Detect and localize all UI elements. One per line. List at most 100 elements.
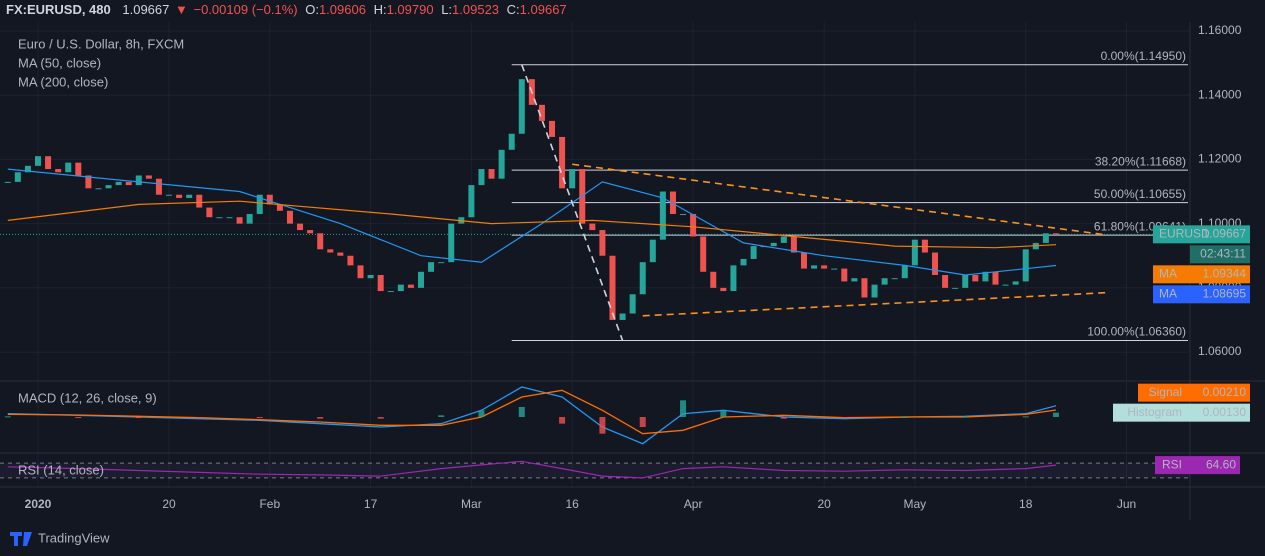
candle: [780, 236, 787, 243]
x-tick-label: 20: [817, 497, 831, 511]
candle: [14, 172, 21, 182]
candle: [115, 181, 122, 186]
candle: [730, 265, 737, 292]
brand: TradingView: [38, 530, 110, 545]
candle: [176, 194, 183, 198]
indicator-tag-name: Signal: [1149, 385, 1182, 399]
candle: [831, 268, 838, 270]
chart-title: RSI (14, close): [18, 462, 104, 477]
change: −0.00109 (−0.1%): [194, 2, 298, 17]
candle: [387, 291, 394, 293]
candle: [186, 194, 193, 198]
x-tick-label: 2020: [25, 497, 52, 511]
ohlc-value: 1.09606: [319, 2, 366, 17]
candle: [972, 275, 979, 282]
x-tick-label: 18: [1019, 497, 1033, 511]
candle: [549, 120, 556, 137]
candle: [881, 278, 888, 285]
candle: [438, 262, 445, 264]
histogram-bar: [599, 417, 606, 434]
candle: [65, 162, 72, 173]
candle: [166, 194, 173, 196]
indicator-tag-value: 64.60: [1206, 457, 1236, 471]
candle: [135, 175, 142, 186]
histogram-bar: [256, 417, 263, 418]
candle: [266, 194, 273, 205]
y-tick-label: 1.06000: [1198, 344, 1242, 358]
x-tick-label: 17: [364, 497, 378, 511]
candle: [4, 181, 11, 183]
candle: [589, 223, 596, 231]
candle: [518, 79, 525, 134]
candle: [407, 284, 414, 288]
candle: [1042, 233, 1049, 243]
trend-line: [642, 291, 1107, 317]
candle: [639, 262, 646, 295]
candle: [669, 191, 676, 215]
candle: [216, 217, 223, 219]
candle: [367, 275, 374, 279]
price-tag-name: MA: [1159, 266, 1177, 280]
candle: [276, 204, 283, 211]
histogram-bar: [4, 416, 11, 418]
candle: [1002, 284, 1009, 286]
indicator-tag: [1155, 456, 1240, 475]
macd-line: [7, 389, 1057, 435]
histogram-bar: [559, 417, 566, 424]
price-tag: [1153, 265, 1250, 284]
candle: [720, 287, 727, 292]
y-tick-label: 1.16000: [1198, 23, 1242, 37]
candle: [347, 255, 354, 266]
candle: [377, 275, 384, 292]
histogram-bar: [841, 417, 848, 418]
candle: [901, 265, 908, 279]
header-bar: [0, 0, 1265, 22]
histogram-bar: [1052, 412, 1059, 417]
price-tag: [1153, 225, 1250, 244]
logo: [10, 532, 32, 546]
ma-line: [7, 200, 1057, 249]
candle: [871, 284, 878, 298]
indicator-tag-value: 0.00210: [1203, 385, 1247, 399]
candle: [286, 210, 293, 224]
candle: [538, 104, 545, 121]
fib-label: 38.20%(1.11668): [1095, 154, 1186, 168]
candle: [559, 136, 566, 189]
ohlc-key: C:: [507, 2, 520, 17]
candle: [932, 252, 939, 276]
candle: [327, 249, 334, 253]
header: FX:EURUSD, 480 1.09667 ▼ −0.00109 (−0.1%…: [6, 2, 567, 17]
candle: [196, 194, 203, 208]
plot-layer: 202020Feb17Mar16Apr20May18Jun1.060001.08…: [0, 22, 1265, 520]
ohlc-key: O:: [305, 2, 319, 17]
candle: [811, 265, 818, 269]
candle: [256, 194, 263, 215]
candle: [417, 271, 424, 288]
candle: [246, 214, 253, 224]
trend-line: [521, 64, 624, 341]
candle: [45, 156, 52, 170]
countdown-bg: [1190, 245, 1250, 264]
chart-title: MACD (12, 26, close, 9): [18, 390, 157, 405]
candle: [740, 258, 747, 266]
candle: [297, 223, 304, 231]
histogram-bar: [135, 417, 142, 418]
histogram-bar: [377, 417, 384, 419]
candle: [851, 278, 858, 282]
candle: [1012, 281, 1019, 285]
price-tag: [1153, 285, 1250, 304]
candle: [1052, 233, 1059, 235]
histogram-bar: [478, 410, 485, 417]
legend-entry: MA (50, close): [18, 55, 101, 70]
countdown: 02:43:11: [1200, 246, 1246, 260]
histogram-bar: [780, 417, 787, 419]
histogram-bar: [518, 407, 525, 417]
x-tick-label: May: [904, 497, 927, 511]
price-tag-value: 1.09344: [1203, 266, 1247, 280]
x-tick-label: 20: [162, 497, 176, 511]
y-tick-label: 1.14000: [1198, 87, 1242, 101]
histogram-bar: [639, 417, 646, 427]
candle: [75, 162, 82, 176]
histogram-bar: [438, 415, 445, 417]
